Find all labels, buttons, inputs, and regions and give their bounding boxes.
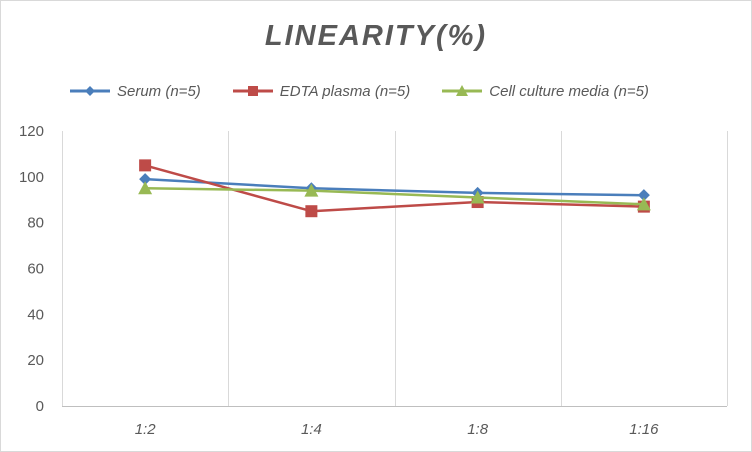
y-tick-label: 100 [19,169,44,186]
series-line-2 [145,187,644,206]
y-tick-label: 80 [27,215,44,232]
legend-marker-serum [70,86,110,96]
legend-marker-edta-plasma [232,86,273,96]
y-tick-label: 0 [36,398,44,415]
chart-title: LINEARITY(%) [264,20,488,52]
legend-label-serum: Serum (n=5) [117,82,201,100]
y-tick-label: 20 [27,352,44,369]
series-line-0 [145,177,644,197]
x-tick-label: 1:2 [135,421,157,438]
data-point [636,197,651,211]
legend-marker-cell-culture-media [442,85,483,96]
legend-label-cell-culture-media: Cell culture media (n=5) [489,82,649,100]
data-point [637,189,650,202]
data-point [138,181,153,195]
legend: Serum (n=5) EDTA plasma (n=5) Cell cultu… [68,79,679,103]
data-point [304,183,319,197]
legend-item-cell-culture-media: Cell culture media (n=5) [440,83,649,100]
y-tick-label: 40 [27,306,44,323]
legend-label-edta-plasma: EDTA plasma (n=5) [279,82,411,100]
y-tick-label: 120 [19,123,44,140]
x-tick-label: 1:4 [301,421,322,438]
data-point [139,173,152,186]
legend-item-edta-plasma: EDTA plasma (n=5) [231,83,410,100]
x-tick-label: 1:16 [629,421,659,438]
data-point [139,159,152,172]
data-point [470,190,485,204]
legend-item-serum: Serum (n=5) [68,83,201,100]
x-tick-label: 1:8 [467,421,489,438]
y-tick-label: 60 [27,261,44,278]
data-point [305,205,318,218]
